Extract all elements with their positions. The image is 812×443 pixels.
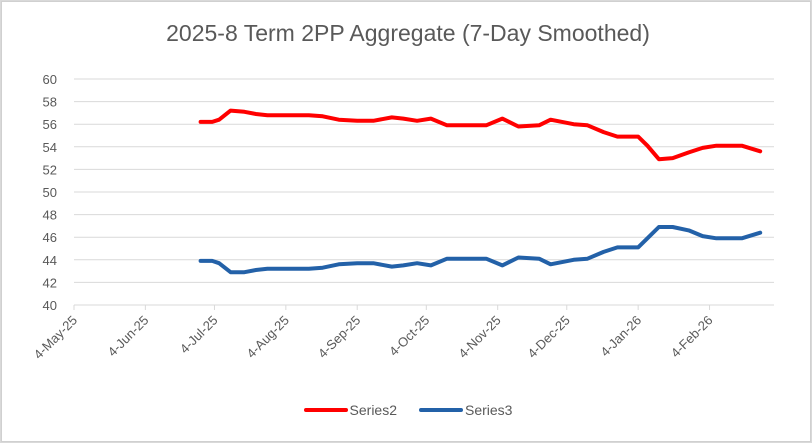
y-tick-label-46: 46 (43, 230, 57, 245)
y-tick-label-50: 50 (43, 185, 57, 200)
x-axis-ticks: 4-May-25 4-Jun-25 4-Jul-25 4-Aug-25 4-Sep-25… (31, 305, 716, 362)
chart-title: 2025-8 Term 2PP Aggregate (7-Day Smoothe… (166, 20, 650, 46)
series-line-series2 (198, 108, 763, 162)
legend-label-series2: Series2 (349, 402, 397, 418)
y-tick-label-42: 42 (43, 275, 57, 290)
gridlines (74, 78, 774, 306)
x-tick-label: 4-Dec-25 (524, 313, 572, 361)
legend-item-series3: Series3 (419, 402, 512, 418)
x-tick-label: 4-Jul-25 (177, 313, 221, 357)
y-tick-label-58: 58 (43, 95, 57, 110)
series-line-series3 (198, 225, 763, 275)
x-tick-label: 4-Jan-26 (597, 313, 644, 360)
y-tick-label-40: 40 (43, 298, 57, 313)
x-tick-label: 4-May-25 (31, 313, 80, 362)
x-tick-label: 4-Oct-25 (386, 313, 432, 359)
series-lines (198, 108, 763, 275)
x-tick-label: 4-Jun-25 (105, 313, 152, 360)
y-tick-label-44: 44 (43, 253, 57, 268)
y-tick-label-60: 60 (43, 72, 57, 87)
y-axis-ticks: 40 42 44 46 48 50 52 54 56 58 60 (43, 72, 57, 313)
legend-swatch-series2 (303, 408, 348, 412)
y-tick-label-54: 54 (43, 140, 57, 155)
x-tick-label: 4-Sep-25 (315, 313, 363, 361)
legend-item-series2: Series2 (303, 402, 397, 418)
legend-swatch-series3 (419, 408, 463, 412)
x-tick-label: 4-Aug-25 (244, 313, 292, 361)
y-tick-label-52: 52 (43, 162, 57, 177)
x-tick-label: 4-Nov-25 (455, 313, 503, 361)
y-tick-label-48: 48 (43, 208, 57, 223)
x-tick-label: 4-Feb-26 (668, 313, 716, 361)
y-tick-label-56: 56 (43, 117, 57, 132)
legend-label-series3: Series3 (465, 402, 513, 418)
legend: Series2 Series3 (2, 402, 812, 418)
